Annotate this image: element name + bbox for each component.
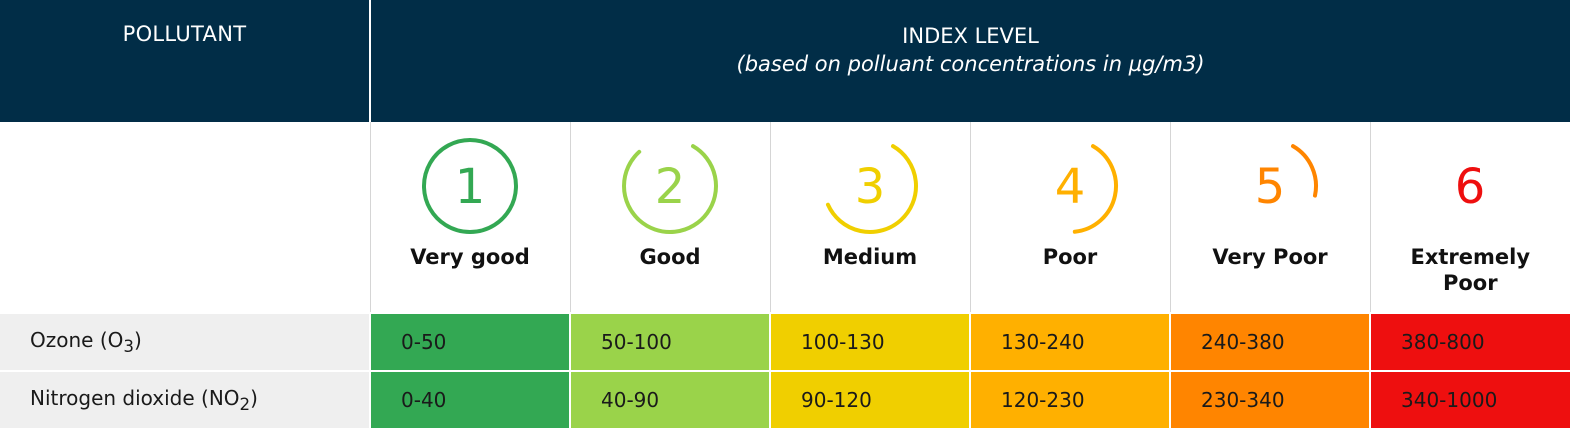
level-cell: 3 Medium: [770, 122, 970, 313]
pollutant-name-close: ): [134, 328, 142, 352]
pollutant-name: Ozone (O3): [0, 313, 370, 371]
range-cell: 130-240: [970, 313, 1170, 371]
level-gauge-icon: 6: [1420, 136, 1520, 236]
range-cell: 0-40: [370, 371, 570, 428]
index-level-subtitle: (based on polluant concentrations in µg/…: [371, 50, 1570, 78]
range-cell: 40-90: [570, 371, 770, 428]
level-cell: 4 Poor: [970, 122, 1170, 313]
range-cell: 240-380: [1170, 313, 1370, 371]
range-cell: 100-130: [770, 313, 970, 371]
empty-cell: [0, 122, 370, 313]
level-gauge-icon: 1: [420, 136, 520, 236]
range-cell: 230-340: [1170, 371, 1370, 428]
range-cell: 380-800: [1370, 313, 1570, 371]
pollutant-name-text: Ozone (O: [30, 328, 123, 352]
level-number: 3: [855, 159, 886, 215]
level-label: Very good: [371, 244, 570, 270]
level-label: Extremely Poor: [1371, 244, 1570, 296]
pollutant-subscript: 2: [240, 395, 251, 414]
pollutant-name-close: ): [250, 386, 258, 410]
level-number: 2: [655, 159, 686, 215]
pollutant-name-text: Nitrogen dioxide (NO: [30, 386, 240, 410]
level-number: 6: [1455, 159, 1486, 215]
index-level-header: INDEX LEVEL (based on polluant concentra…: [370, 0, 1570, 122]
index-level-title: INDEX LEVEL: [902, 24, 1039, 48]
range-cell: 340-1000: [1370, 371, 1570, 428]
range-cell: 0-50: [370, 313, 570, 371]
pollutant-subscript: 3: [123, 337, 134, 356]
index-levels-row: 1 Very good 2 Good 3 Medium 4 Poor: [0, 122, 1570, 313]
gauge-arc: [1293, 146, 1316, 195]
level-cell: 5 Very Poor: [1170, 122, 1370, 313]
level-label: Very Poor: [1171, 244, 1370, 270]
level-number: 5: [1255, 159, 1286, 215]
range-cell: 120-230: [970, 371, 1170, 428]
level-label: Poor: [971, 244, 1170, 270]
range-cell: 50-100: [570, 313, 770, 371]
level-gauge-icon: 4: [1020, 136, 1120, 236]
level-number: 1: [455, 159, 486, 215]
level-gauge-icon: 2: [620, 136, 720, 236]
table-header-row: POLLUTANT INDEX LEVEL (based on polluant…: [0, 0, 1570, 122]
level-cell: 1 Very good: [370, 122, 570, 313]
table-row: Nitrogen dioxide (NO2) 0-40 40-90 90-120…: [0, 371, 1570, 428]
table-row: Ozone (O3) 0-50 50-100 100-130 130-240 2…: [0, 313, 1570, 371]
pollutant-name: Nitrogen dioxide (NO2): [0, 371, 370, 428]
level-gauge-icon: 5: [1220, 136, 1320, 236]
pollutant-header: POLLUTANT: [0, 0, 370, 122]
level-number: 4: [1055, 159, 1086, 215]
range-cell: 90-120: [770, 371, 970, 428]
level-cell: 6 Extremely Poor: [1370, 122, 1570, 313]
level-label: Medium: [771, 244, 970, 270]
level-gauge-icon: 3: [820, 136, 920, 236]
level-label: Good: [571, 244, 770, 270]
level-cell: 2 Good: [570, 122, 770, 313]
